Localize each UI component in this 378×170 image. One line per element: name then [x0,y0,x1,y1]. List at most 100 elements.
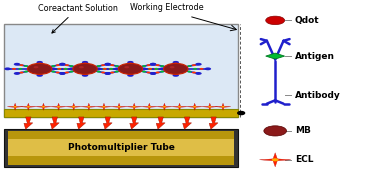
Circle shape [82,74,88,77]
Polygon shape [51,103,67,110]
Circle shape [164,63,188,74]
Circle shape [105,72,111,75]
Circle shape [128,64,133,66]
Circle shape [117,106,121,108]
Circle shape [221,106,225,108]
Circle shape [128,63,133,65]
Circle shape [51,71,56,73]
Circle shape [57,68,61,70]
Circle shape [59,72,66,75]
Polygon shape [111,103,127,110]
Polygon shape [215,103,231,110]
Circle shape [101,64,105,66]
Polygon shape [81,103,97,110]
Polygon shape [202,103,218,110]
Circle shape [83,64,87,66]
Text: Coreactant Solution: Coreactant Solution [38,4,118,33]
Circle shape [102,68,107,70]
Polygon shape [24,117,33,129]
Circle shape [141,67,147,70]
Circle shape [36,61,43,64]
Circle shape [83,73,87,75]
Circle shape [83,63,87,65]
Circle shape [172,61,179,64]
Polygon shape [209,117,218,129]
Circle shape [102,68,107,70]
Circle shape [28,63,52,74]
Circle shape [37,63,42,65]
Polygon shape [77,117,86,129]
Circle shape [83,72,87,74]
Circle shape [95,67,101,70]
Circle shape [37,72,42,74]
Circle shape [63,68,68,70]
Circle shape [238,112,245,115]
Circle shape [155,72,160,73]
Text: Qdot: Qdot [295,16,319,25]
Circle shape [128,73,133,75]
Circle shape [127,61,134,64]
Circle shape [132,106,136,108]
Circle shape [24,71,28,73]
Circle shape [24,65,28,67]
Circle shape [36,74,43,77]
Circle shape [147,68,152,70]
Circle shape [26,106,30,108]
Circle shape [4,67,11,70]
Polygon shape [36,103,51,110]
Circle shape [150,72,156,75]
Circle shape [104,63,111,66]
Circle shape [160,65,164,67]
Polygon shape [259,153,291,167]
Circle shape [150,72,156,75]
Circle shape [118,63,143,74]
Circle shape [50,67,56,70]
Circle shape [127,74,134,77]
Polygon shape [7,103,23,110]
Bar [8,131,234,165]
Circle shape [109,68,113,70]
Text: Working Electrode: Working Electrode [130,3,203,12]
Circle shape [192,64,196,66]
Circle shape [37,73,42,75]
Polygon shape [183,117,192,129]
Circle shape [72,106,76,108]
Circle shape [14,72,20,75]
Circle shape [69,67,75,70]
Circle shape [79,66,84,68]
Circle shape [192,72,196,73]
Text: ECL: ECL [295,155,313,164]
Circle shape [154,68,159,70]
Circle shape [187,71,192,73]
Polygon shape [96,103,112,110]
Circle shape [37,64,42,66]
Circle shape [174,72,178,74]
Circle shape [56,72,60,73]
Circle shape [272,158,279,161]
Text: Photomultiplier Tube: Photomultiplier Tube [68,143,174,152]
Circle shape [18,68,23,70]
Circle shape [110,64,114,66]
Circle shape [59,63,66,66]
Circle shape [172,74,179,77]
Circle shape [195,63,202,66]
Circle shape [102,106,106,108]
Circle shape [174,63,178,65]
Text: Antibody: Antibody [295,91,341,100]
Polygon shape [187,103,203,110]
Circle shape [97,71,101,73]
Polygon shape [130,117,139,129]
Circle shape [87,106,91,108]
Circle shape [57,68,62,70]
Bar [4,129,238,167]
Circle shape [65,64,69,66]
Circle shape [69,65,73,67]
Polygon shape [66,103,82,110]
Polygon shape [266,53,285,59]
Circle shape [73,63,97,74]
Circle shape [142,65,146,67]
Text: Antigen: Antigen [295,52,335,61]
Circle shape [19,72,23,73]
Circle shape [69,71,73,73]
Circle shape [108,68,113,70]
